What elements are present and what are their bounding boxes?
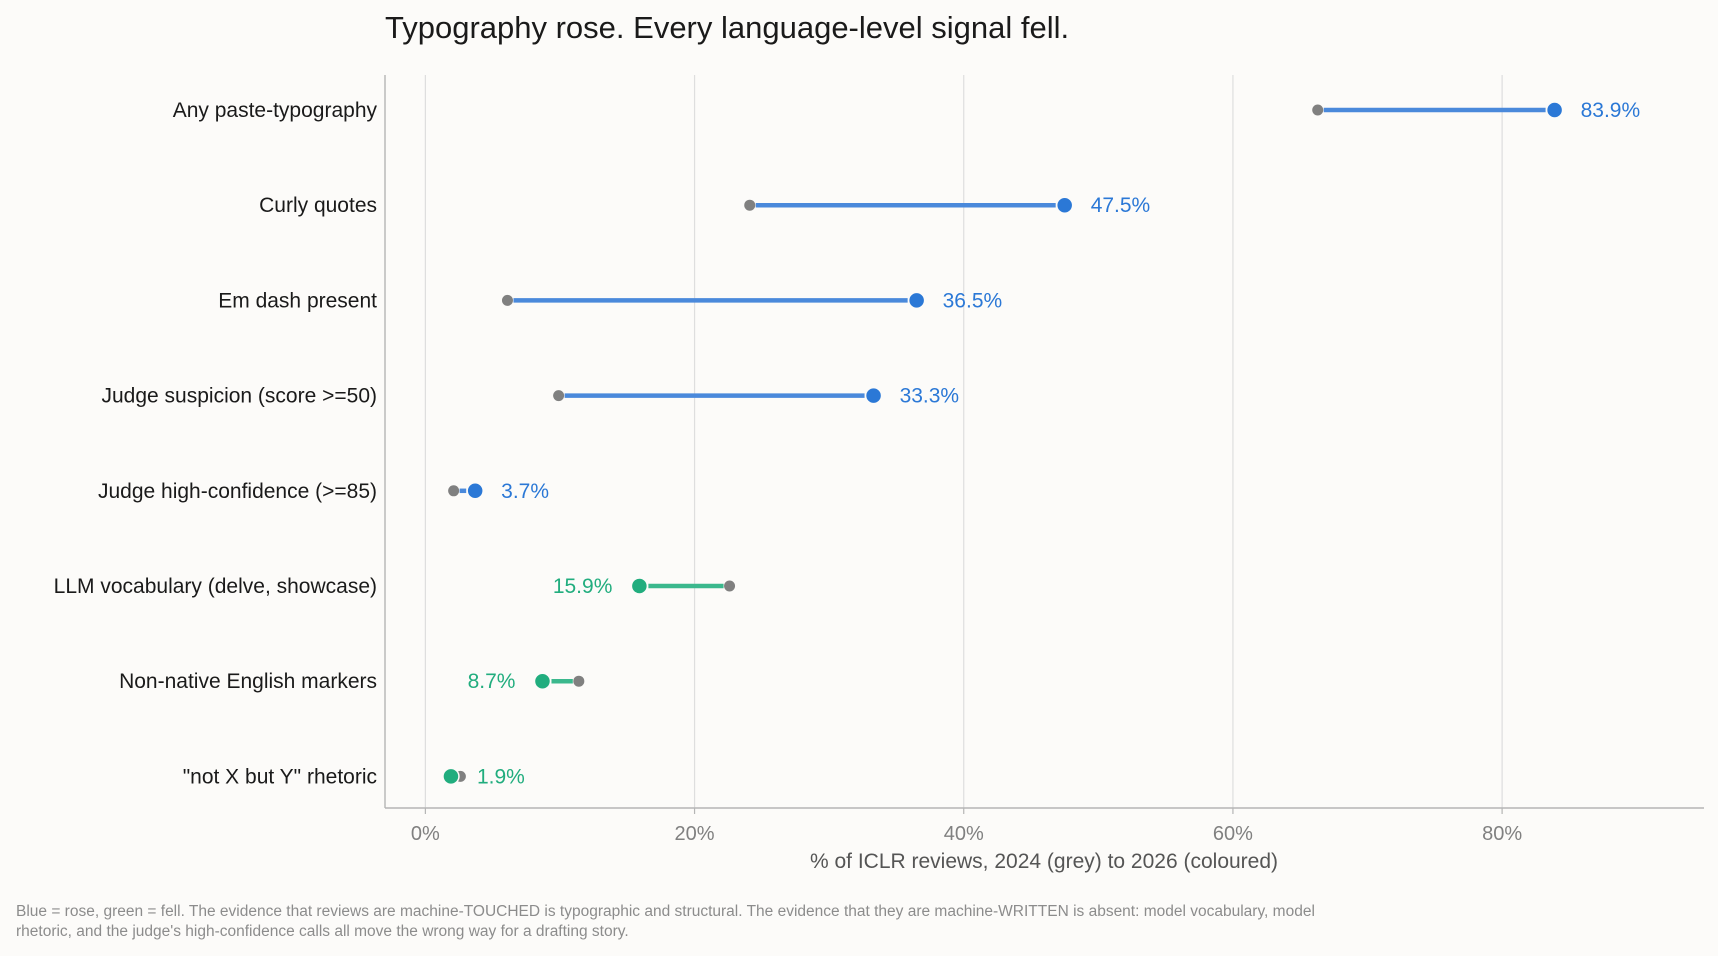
dot-2026 xyxy=(533,672,552,690)
x-tick-label: 80% xyxy=(1482,823,1522,845)
value-label: 33.3% xyxy=(900,385,960,408)
category-label: "not X but Y" rhetoric xyxy=(183,765,377,788)
axes xyxy=(384,75,1704,809)
category-label: Judge high-confidence (>=85) xyxy=(98,480,377,503)
value-label: 47.5% xyxy=(1091,194,1151,217)
gridlines xyxy=(424,75,1503,808)
value-label: 1.9% xyxy=(477,765,525,788)
dot-2024 xyxy=(1312,104,1324,116)
dot-2024 xyxy=(744,199,756,211)
dot-2024 xyxy=(724,580,736,592)
category-labels: Any paste-typography Curly quotes Em dash … xyxy=(54,99,378,788)
category-label: Em dash present xyxy=(218,289,377,312)
dot-2024 xyxy=(573,675,585,687)
value-label: 3.7% xyxy=(501,480,549,503)
x-tick-label: 60% xyxy=(1213,823,1253,845)
category-label: Any paste-typography xyxy=(173,99,378,122)
value-label: 15.9% xyxy=(553,575,613,598)
dot-2026 xyxy=(442,767,460,786)
category-label: Non-native English markers xyxy=(119,670,377,693)
footnote: Blue = rose, green = fell. The evidence … xyxy=(16,903,1315,940)
dot-2026 xyxy=(466,482,484,500)
dot-2026 xyxy=(1545,101,1564,119)
x-tick-label: 20% xyxy=(675,823,715,845)
category-label: Curly quotes xyxy=(259,194,377,217)
chart-title: Typography rose. Every language-level si… xyxy=(385,10,1069,45)
value-label: 83.9% xyxy=(1581,99,1641,122)
x-axis-ticks: 0% 20% 40% 60% 80% xyxy=(411,808,1522,845)
value-label: 36.5% xyxy=(943,289,1003,312)
x-tick-label: 0% xyxy=(411,823,440,845)
dumbbell-marks: 83.9% 47.5% 36.5% 33.3% 3.7% 15.9% 8.7% 1.9% xyxy=(442,99,1641,788)
dot-2026 xyxy=(864,386,883,405)
x-axis-label: % of ICLR reviews, 2024 (grey) to 2026 (… xyxy=(810,850,1278,873)
x-tick-label: 40% xyxy=(944,823,984,845)
category-label: Judge suspicion (score >=50) xyxy=(102,385,378,408)
category-label: LLM vocabulary (delve, showcase) xyxy=(54,575,377,598)
dot-2024 xyxy=(501,294,513,306)
dot-2024 xyxy=(553,390,565,402)
dot-2024 xyxy=(448,485,460,497)
dot-2026 xyxy=(907,291,926,310)
dot-2026 xyxy=(1055,196,1074,214)
dot-2026 xyxy=(630,577,649,595)
value-label: 8.7% xyxy=(468,670,516,693)
